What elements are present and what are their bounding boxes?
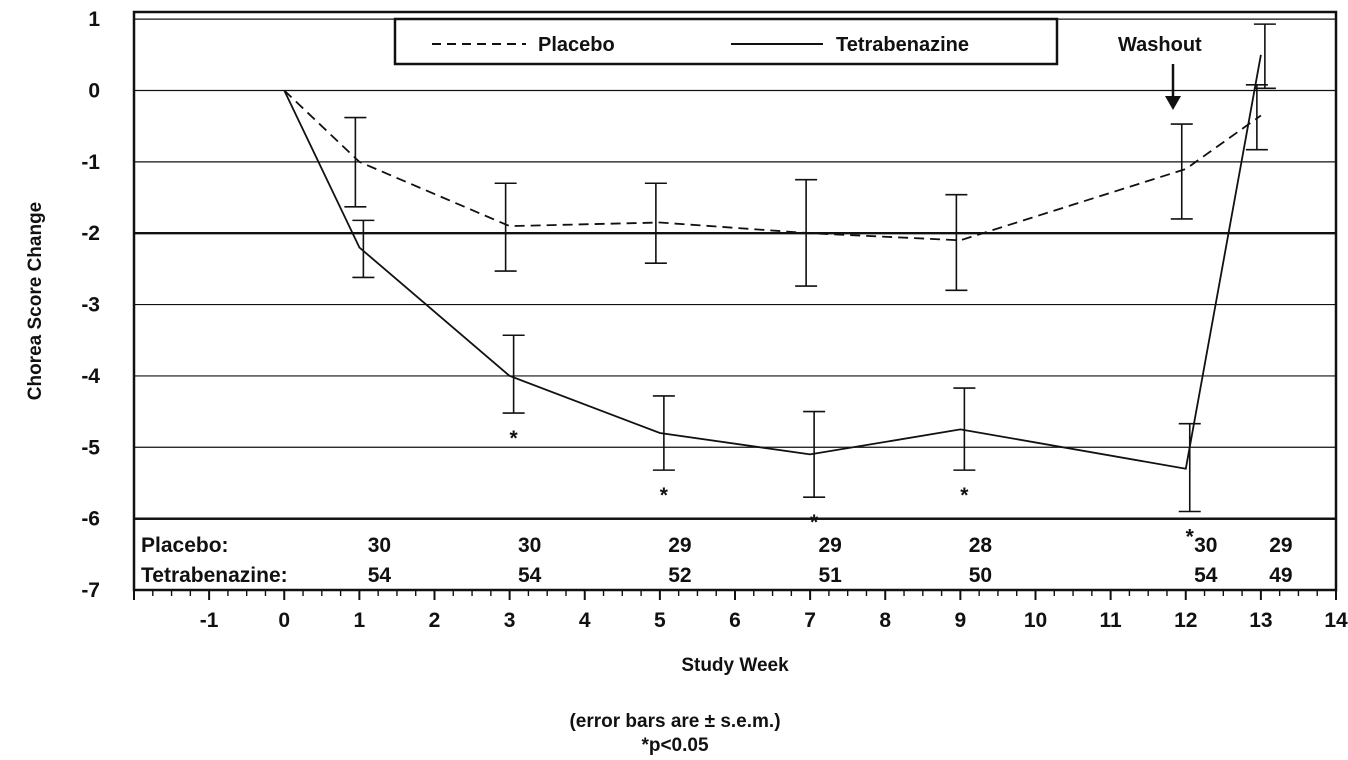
significance-star: * xyxy=(810,511,819,534)
y-tick-label: -1 xyxy=(81,151,100,174)
y-tick-label: -7 xyxy=(81,579,100,602)
legend-tetrabenazine-label: Tetrabenazine xyxy=(836,34,969,56)
x-tick-label: 9 xyxy=(955,609,967,632)
series-line-tetrabenazine xyxy=(283,54,1262,470)
y-tick-label: -2 xyxy=(81,222,100,245)
n-placebo-value: 29 xyxy=(1269,534,1292,557)
n-placebo-value: 30 xyxy=(518,534,541,557)
error-bar xyxy=(652,395,675,471)
error-bar xyxy=(494,182,517,272)
x-tick-label: 10 xyxy=(1024,609,1047,632)
y-axis-title: Chorea Score Change xyxy=(25,202,46,401)
n-tetrabenazine-value: 52 xyxy=(668,564,691,587)
error-bar xyxy=(1178,422,1201,513)
sample-size-table: Placebo: Tetrabenazine: 30 54 30 54 29 52 29 51 28… xyxy=(134,517,1336,587)
error-bar xyxy=(953,387,976,471)
x-tick-label: 13 xyxy=(1249,609,1272,632)
n-placebo-value: 28 xyxy=(969,534,993,557)
significance-star: * xyxy=(660,484,669,507)
n-placebo-value: 30 xyxy=(1194,534,1217,557)
washout-label: Washout xyxy=(1118,34,1202,56)
x-tick-label: 14 xyxy=(1324,609,1348,632)
x-tick-label: 4 xyxy=(579,609,591,632)
y-tick-label: -4 xyxy=(81,365,100,388)
n-tetrabenazine-value: 54 xyxy=(518,564,542,587)
n-tetrabenazine-value: 50 xyxy=(969,564,992,587)
error-bar xyxy=(644,182,667,264)
x-tick-label: 8 xyxy=(879,609,891,632)
grid-lines xyxy=(134,18,1336,520)
legend-placebo-label: Placebo xyxy=(538,34,615,56)
series-layer: * * * * * xyxy=(283,23,1276,549)
n-placebo-value: 29 xyxy=(668,534,691,557)
x-tick-label: 3 xyxy=(504,609,516,632)
y-tick-label: 0 xyxy=(88,79,100,102)
x-tick-label: 2 xyxy=(429,609,441,632)
n-row-label-placebo: Placebo: xyxy=(141,534,229,557)
error-bar xyxy=(803,410,826,499)
error-bar xyxy=(502,334,525,414)
x-tick-label: 5 xyxy=(654,609,666,632)
series-line-placebo xyxy=(283,89,1262,242)
error-bar xyxy=(344,116,367,208)
x-tick-label: 0 xyxy=(278,609,290,632)
x-tick-label: 6 xyxy=(729,609,741,632)
y-tick-label: -5 xyxy=(81,436,100,459)
significance-star: * xyxy=(1186,526,1195,549)
error-bar xyxy=(1253,23,1276,90)
legend-box xyxy=(393,17,1059,66)
x-tick-label: 7 xyxy=(804,609,816,632)
y-axis-ticks: 1 0 -1 -2 -3 -4 -5 -6 -7 xyxy=(81,8,100,602)
x-tick-label: 12 xyxy=(1174,609,1197,632)
error-bar-note: (error bars are ± s.e.m.) xyxy=(569,711,780,732)
error-bar xyxy=(352,219,375,279)
error-bar xyxy=(795,178,818,287)
n-placebo-value: 30 xyxy=(368,534,391,557)
n-row-label-tetrabenazine: Tetrabenazine: xyxy=(141,564,288,587)
washout-arrow xyxy=(1165,64,1181,110)
significance-note: *p<0.05 xyxy=(641,735,709,756)
y-tick-label: 1 xyxy=(88,8,100,31)
n-tetrabenazine-value: 49 xyxy=(1269,564,1292,587)
error-bar xyxy=(945,193,968,292)
legend: Placebo Tetrabenazine xyxy=(393,17,1059,66)
y-tick-label: -6 xyxy=(81,508,100,531)
x-tick-label: 11 xyxy=(1100,609,1123,632)
x-axis-ticks: -1 0 1 2 3 4 5 6 7 8 9 10 11 12 13 14 xyxy=(133,590,1348,632)
significance-star: * xyxy=(960,484,969,507)
x-tick-label: -1 xyxy=(200,609,219,632)
x-tick-label: 1 xyxy=(354,609,366,632)
n-tetrabenazine-value: 51 xyxy=(818,564,842,587)
plot-frame xyxy=(132,10,1338,592)
significance-star: * xyxy=(510,427,519,450)
y-tick-label: -3 xyxy=(81,294,100,317)
x-axis-title: Study Week xyxy=(681,655,789,676)
error-bar xyxy=(1170,123,1193,220)
n-tetrabenazine-value: 54 xyxy=(368,564,392,587)
n-tetrabenazine-value: 54 xyxy=(1194,564,1218,587)
n-placebo-value: 29 xyxy=(818,534,841,557)
